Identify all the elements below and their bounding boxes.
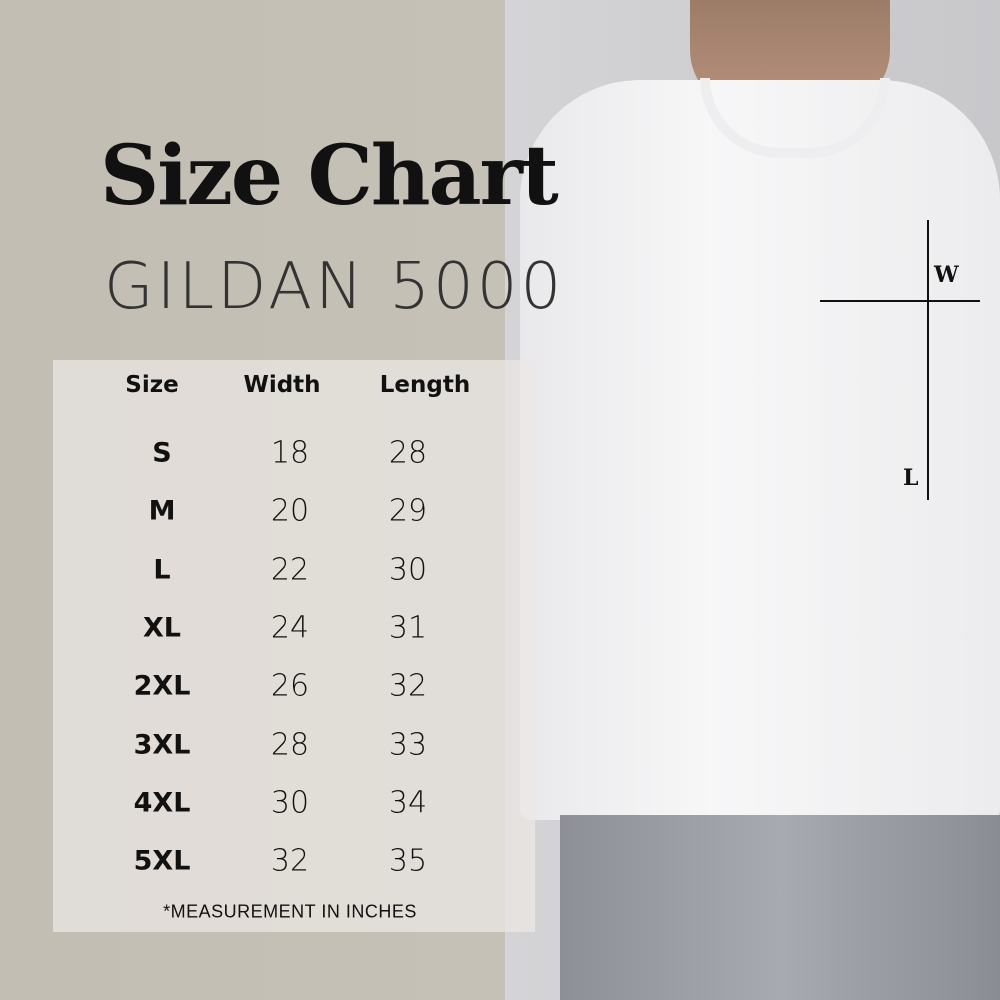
length-marker: L (903, 465, 919, 491)
cell-size: 5XL (133, 845, 191, 877)
cell-width: 28 (270, 727, 310, 762)
cell-width: 24 (270, 610, 310, 646)
length-measure-line (927, 220, 929, 500)
cell-length: 32 (388, 668, 428, 704)
cell-width: 18 (270, 435, 310, 471)
footnote: *MEASUREMENT IN INCHES (163, 901, 417, 922)
cell-size: 2XL (133, 670, 191, 702)
cell-size: S (152, 437, 172, 469)
cell-length: 30 (388, 552, 428, 588)
width-measure-line (820, 300, 980, 302)
jeans (560, 815, 1000, 1000)
white-tshirt (520, 80, 1000, 820)
cell-width: 30 (270, 785, 310, 821)
cell-width: 20 (270, 493, 310, 529)
size-table-panel (53, 360, 535, 932)
header-length: Length (379, 372, 471, 398)
cell-width: 26 (270, 668, 310, 704)
cell-size: M (148, 495, 176, 527)
cell-length: 29 (388, 493, 428, 529)
cell-length: 28 (388, 435, 428, 471)
product-name: GILDAN 5000 (104, 250, 565, 324)
cell-length: 33 (388, 727, 428, 762)
page-title: Size Chart (100, 128, 559, 224)
cell-length: 35 (388, 843, 428, 879)
cell-size: 3XL (133, 729, 191, 760)
cell-width: 32 (270, 843, 310, 879)
header-width: Width (243, 372, 321, 398)
cell-size: L (153, 554, 171, 586)
header-size: Size (125, 372, 179, 398)
cell-size: XL (142, 612, 182, 644)
width-marker: W (934, 262, 959, 288)
cell-length: 31 (388, 610, 428, 646)
cell-length: 34 (388, 785, 428, 821)
cell-width: 22 (270, 552, 310, 588)
cell-size: 4XL (133, 787, 191, 819)
